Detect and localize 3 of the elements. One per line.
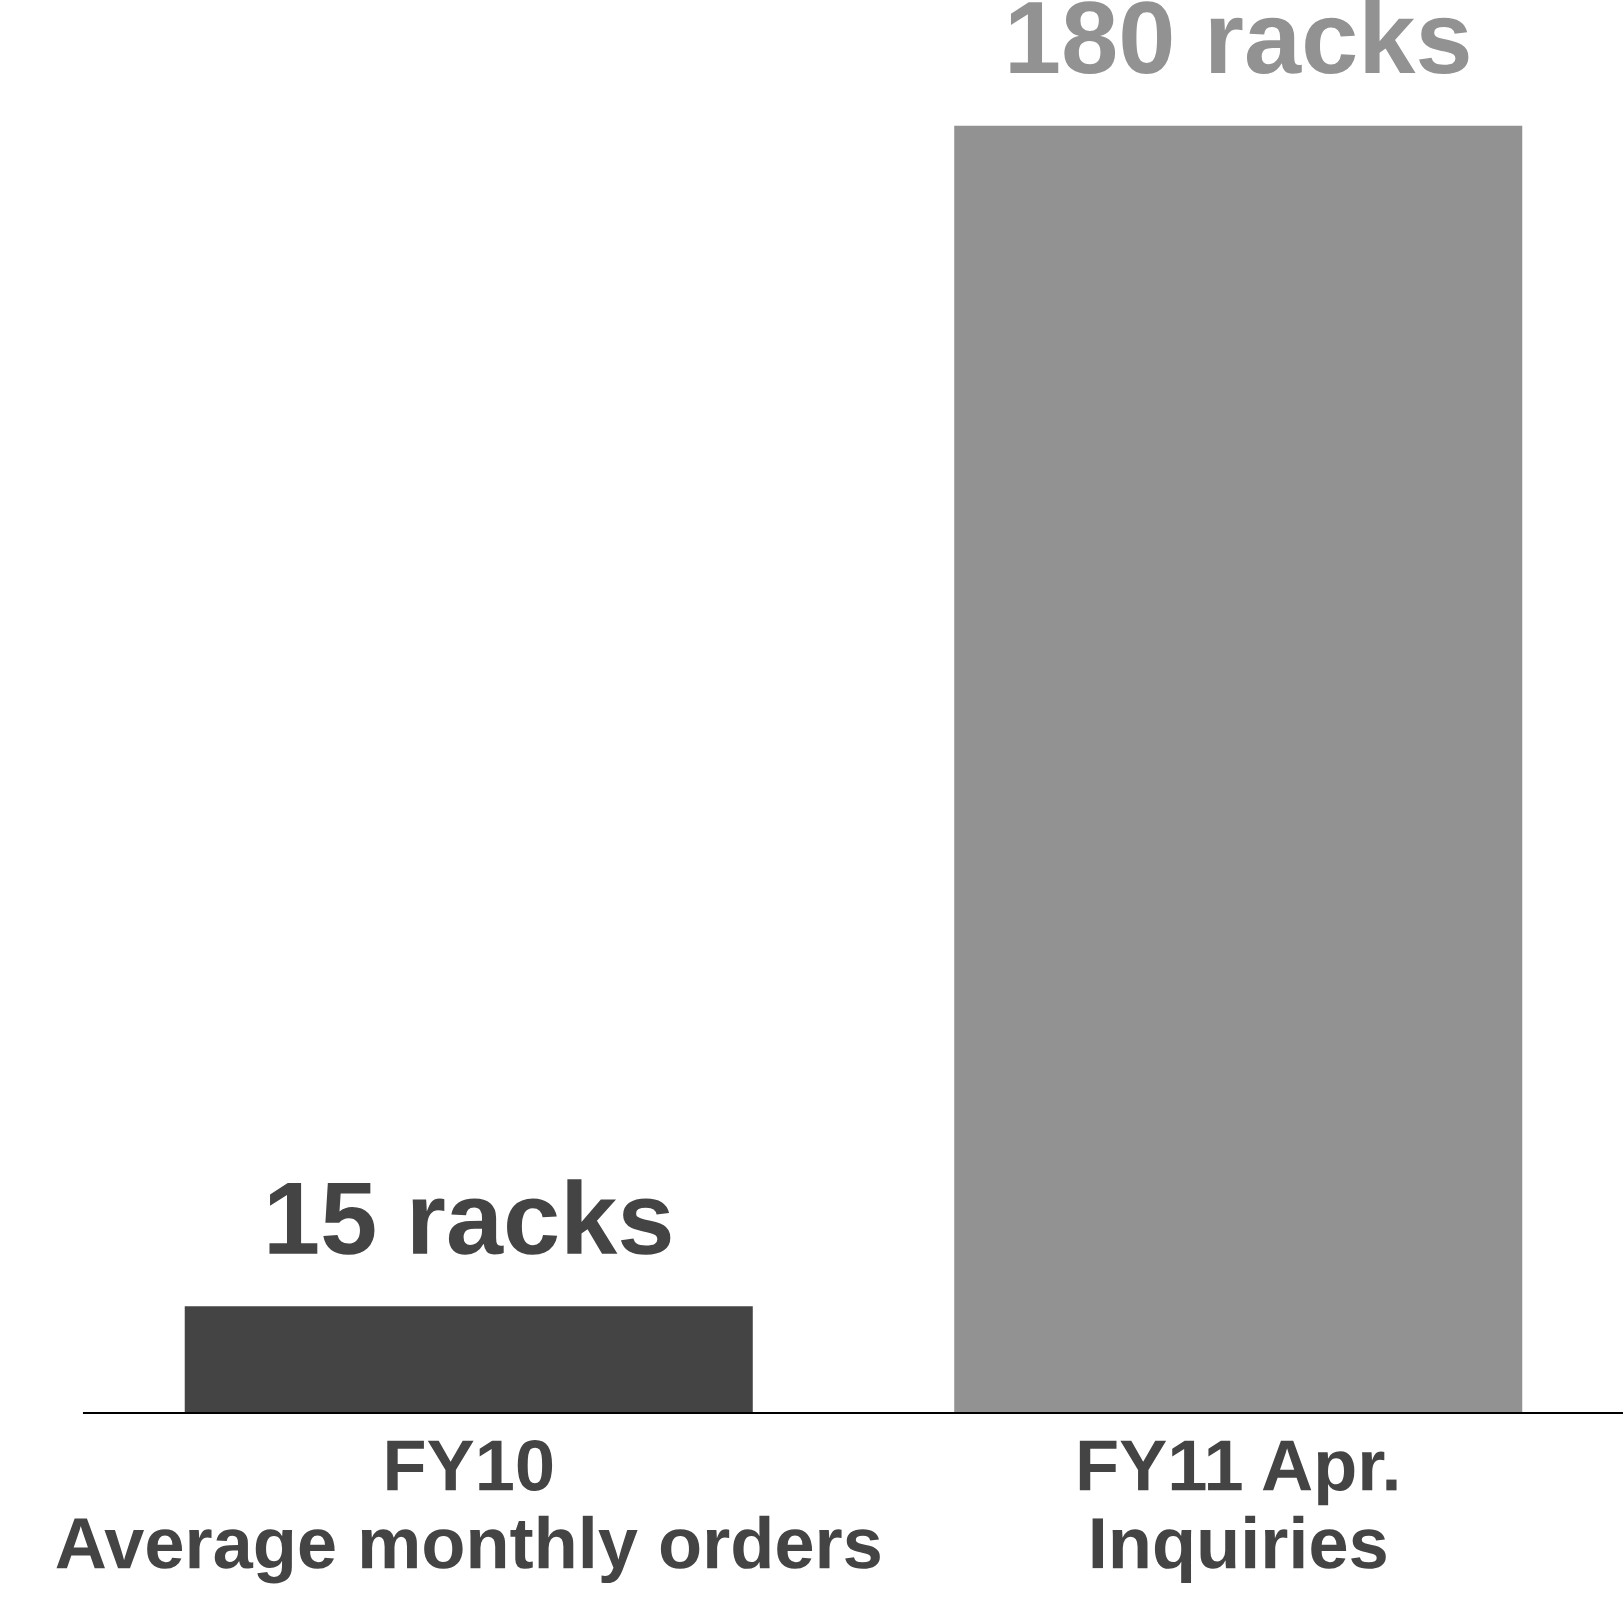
x-tick-label: FY11 Apr. Inquiries bbox=[1079, 1440, 1397, 1584]
data-label: 15 racks bbox=[269, 1179, 671, 1255]
x-tick-label: FY10 Average monthly orders bbox=[56, 1439, 880, 1584]
